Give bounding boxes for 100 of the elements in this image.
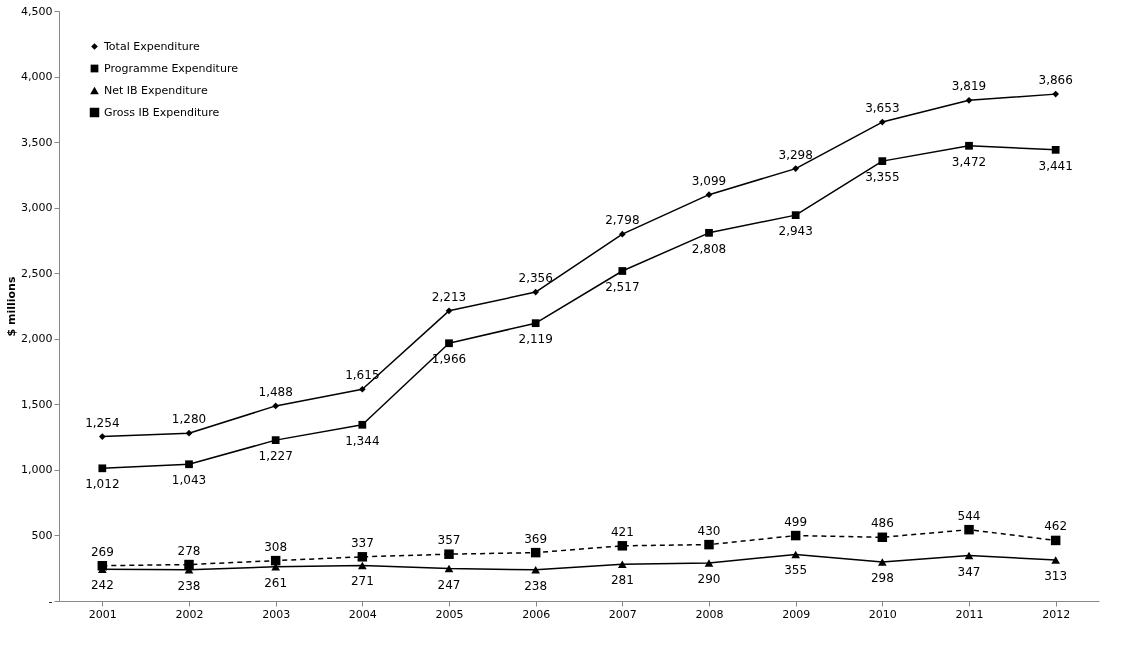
data-label: 313 bbox=[1044, 568, 1068, 583]
data-label: 3,441 bbox=[1038, 158, 1073, 173]
point bbox=[618, 560, 627, 568]
y-tick-label: 3,000 bbox=[21, 201, 53, 215]
data-label: 3,819 bbox=[951, 79, 987, 94]
point bbox=[965, 96, 973, 104]
data-label: 238 bbox=[524, 578, 548, 593]
point bbox=[357, 552, 368, 562]
data-label: 1,227 bbox=[258, 449, 293, 464]
data-label: 1,344 bbox=[345, 433, 380, 448]
data-label: 369 bbox=[524, 531, 548, 546]
point bbox=[878, 118, 886, 126]
x-tick-label: 2004 bbox=[348, 607, 377, 621]
data-label: 1,615 bbox=[345, 368, 380, 383]
point bbox=[705, 228, 713, 237]
point bbox=[1051, 145, 1060, 154]
point bbox=[531, 319, 540, 328]
point bbox=[704, 539, 714, 550]
point bbox=[444, 549, 454, 559]
legend-label: Gross IB Expenditure bbox=[104, 105, 220, 119]
x-tick-label: 2010 bbox=[868, 607, 897, 621]
y-tick-label: 1,500 bbox=[21, 397, 53, 411]
point bbox=[445, 307, 453, 315]
point bbox=[272, 402, 280, 410]
data-label: 2,943 bbox=[778, 224, 813, 239]
point bbox=[271, 436, 280, 444]
data-label: 278 bbox=[177, 543, 201, 558]
point bbox=[791, 211, 800, 220]
point bbox=[1051, 556, 1060, 564]
data-label: 3,653 bbox=[865, 101, 900, 116]
legend-label: Programme Expenditure bbox=[104, 61, 239, 75]
x-tick-label: 2007 bbox=[608, 607, 637, 621]
data-label: 499 bbox=[784, 514, 808, 529]
data-label: 2,119 bbox=[518, 332, 553, 347]
legend-label: Total Expenditure bbox=[103, 39, 200, 53]
data-label: 355 bbox=[784, 563, 808, 578]
x-tick-label: 2009 bbox=[782, 607, 811, 621]
point bbox=[618, 230, 626, 238]
y-tick-label: 500 bbox=[31, 528, 53, 542]
point bbox=[270, 555, 281, 566]
data-label: 290 bbox=[697, 571, 721, 586]
point bbox=[878, 558, 887, 566]
data-label: 271 bbox=[350, 574, 374, 589]
data-label: 421 bbox=[610, 524, 634, 539]
data-label: 1,012 bbox=[85, 477, 120, 492]
data-label: 3,355 bbox=[865, 170, 900, 185]
x-tick-label: 2002 bbox=[175, 607, 204, 621]
data-label: 1,488 bbox=[258, 384, 293, 399]
data-label: 1,280 bbox=[171, 412, 207, 427]
point bbox=[877, 532, 888, 543]
data-label: 247 bbox=[437, 577, 461, 592]
point bbox=[704, 559, 714, 567]
x-tick-label: 2012 bbox=[1042, 607, 1071, 621]
point bbox=[445, 339, 453, 348]
point bbox=[185, 460, 193, 469]
y-tick-label: 4,000 bbox=[21, 70, 53, 84]
point bbox=[965, 141, 973, 150]
point bbox=[97, 560, 108, 571]
point bbox=[531, 566, 540, 574]
legend-label: Net IB Expenditure bbox=[104, 83, 208, 97]
x-tick-label: 2008 bbox=[695, 607, 724, 621]
point bbox=[358, 420, 367, 429]
data-label: 269 bbox=[90, 544, 114, 559]
y-tick-label: 2,500 bbox=[21, 266, 53, 280]
data-label: 261 bbox=[264, 575, 288, 590]
x-tick-label: 2001 bbox=[88, 607, 117, 621]
point bbox=[705, 191, 713, 199]
point bbox=[530, 547, 541, 558]
y-tick-label: 2,000 bbox=[21, 332, 53, 346]
data-label: 2,356 bbox=[518, 271, 553, 286]
point bbox=[358, 385, 366, 393]
point bbox=[964, 551, 974, 560]
point bbox=[1052, 90, 1060, 98]
x-tick-label: 2005 bbox=[435, 607, 464, 621]
data-label: 2,213 bbox=[431, 289, 467, 304]
y-tick-label: - bbox=[48, 594, 53, 608]
data-label: 430 bbox=[697, 523, 721, 538]
point bbox=[1050, 535, 1061, 546]
x-tick-label: 2011 bbox=[955, 607, 984, 621]
data-label: 281 bbox=[610, 573, 634, 588]
point bbox=[98, 433, 106, 440]
data-label: 1,966 bbox=[431, 352, 467, 367]
data-label: 3,099 bbox=[691, 173, 727, 188]
data-label: 3,866 bbox=[1038, 73, 1073, 88]
data-label: 1,043 bbox=[171, 473, 207, 488]
point bbox=[185, 429, 193, 437]
point bbox=[618, 267, 627, 275]
data-label: 308 bbox=[264, 539, 288, 554]
data-label: 298 bbox=[870, 570, 894, 585]
point bbox=[444, 564, 454, 573]
point bbox=[358, 561, 367, 570]
data-label: 2,808 bbox=[691, 241, 727, 256]
y-tick-label: 3,500 bbox=[21, 135, 53, 149]
data-label: 462 bbox=[1044, 519, 1068, 534]
data-label: 357 bbox=[437, 533, 461, 548]
point bbox=[791, 550, 800, 559]
data-label: 337 bbox=[350, 535, 374, 550]
point bbox=[184, 559, 194, 570]
point bbox=[878, 157, 887, 165]
data-label: 347 bbox=[957, 564, 981, 579]
